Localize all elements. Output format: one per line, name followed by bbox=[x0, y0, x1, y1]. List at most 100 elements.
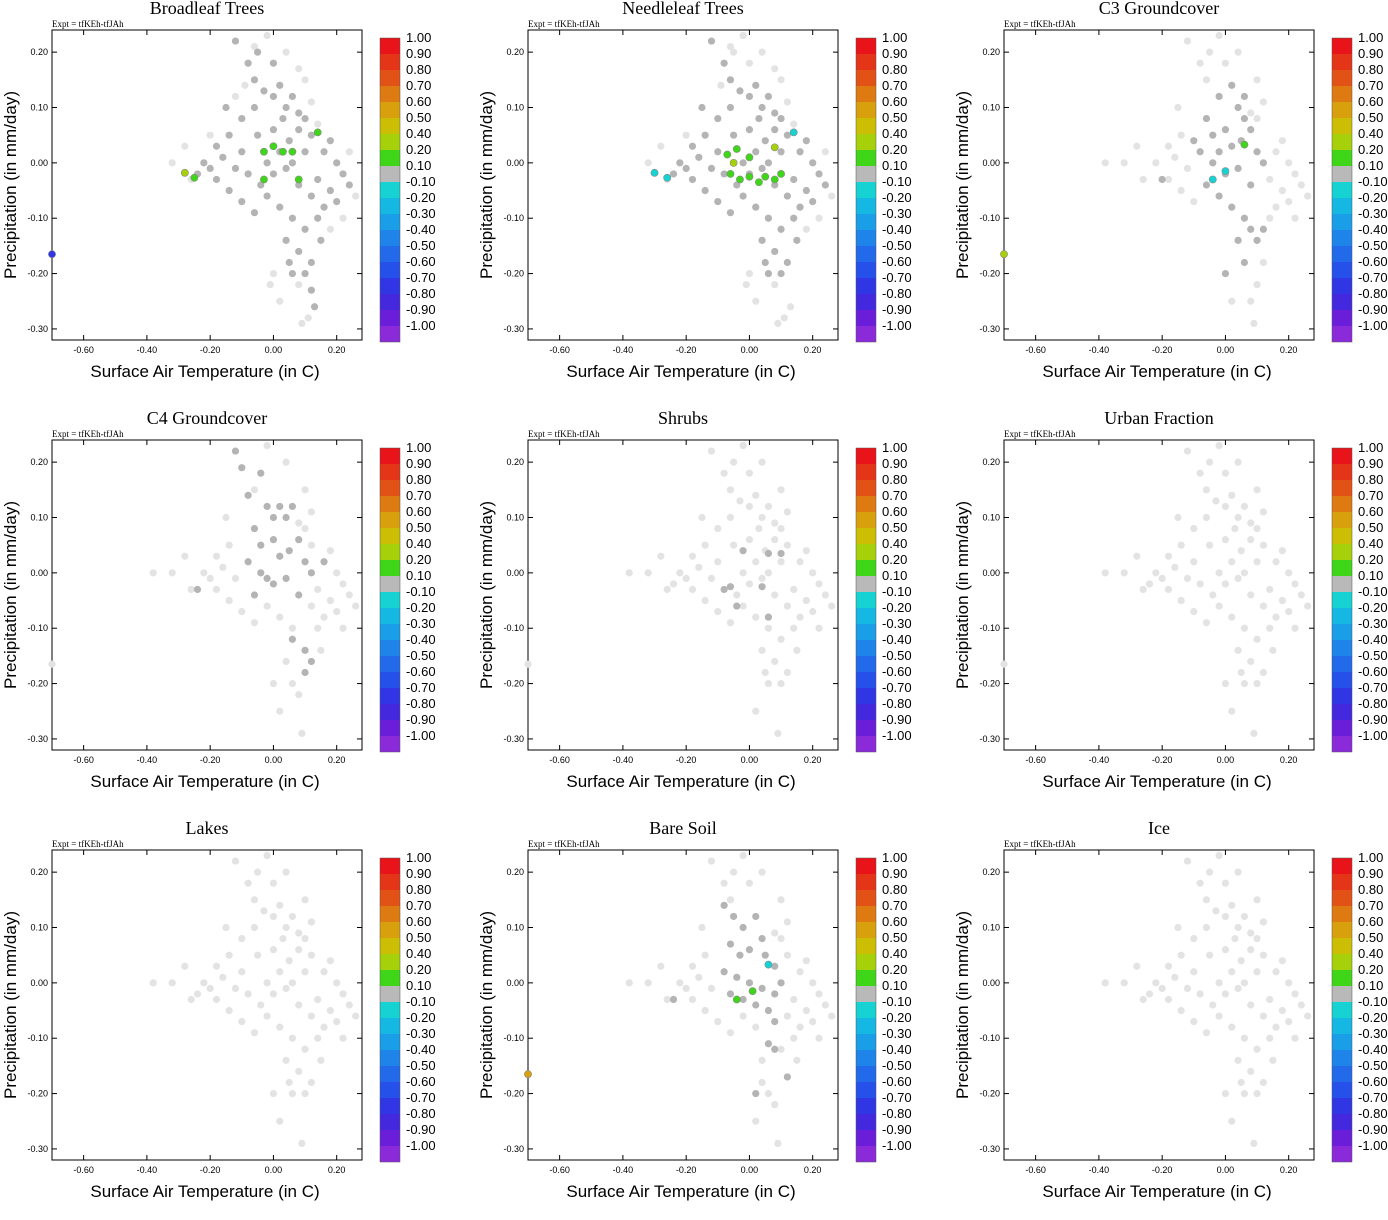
data-point-gray bbox=[1240, 258, 1249, 267]
colorbar-swatch bbox=[856, 624, 876, 640]
colorbar-label: -1.00 bbox=[406, 728, 436, 743]
data-point-light bbox=[764, 569, 773, 577]
data-point-light bbox=[1177, 131, 1185, 139]
colorbar-swatch bbox=[1332, 134, 1352, 150]
data-point-light bbox=[755, 524, 763, 533]
colorbar-label: 0.20 bbox=[406, 552, 431, 567]
data-point-light bbox=[707, 574, 716, 582]
data-point-light bbox=[1266, 1034, 1274, 1042]
data-point-gray bbox=[764, 1006, 773, 1015]
data-point-gray bbox=[225, 186, 233, 195]
colorbar-swatch bbox=[380, 906, 400, 922]
data-point-light bbox=[263, 851, 271, 860]
x-tick-label: -0.40 bbox=[613, 345, 634, 355]
data-point-light bbox=[1202, 1029, 1211, 1037]
data-point-light bbox=[714, 524, 722, 533]
colorbar-swatch bbox=[380, 1082, 400, 1098]
data-point-light bbox=[1177, 186, 1185, 195]
data-point-light bbox=[1231, 934, 1239, 943]
colorbar-swatch bbox=[856, 512, 876, 528]
data-point-light bbox=[752, 1023, 760, 1031]
colorbar-label: 0.50 bbox=[406, 110, 431, 125]
data-point-gray bbox=[320, 203, 328, 211]
y-tick-label: -0.20 bbox=[503, 269, 524, 279]
data-point-gray bbox=[688, 175, 697, 184]
data-point-gray bbox=[1228, 142, 1236, 150]
data-point-light bbox=[764, 502, 773, 511]
x-axis-label: Surface Air Temperature (in C) bbox=[566, 362, 795, 381]
x-tick-label: 0.20 bbox=[1280, 755, 1298, 765]
colorbar-swatch bbox=[380, 326, 400, 342]
colorbar-swatch bbox=[1332, 858, 1352, 874]
data-point-light bbox=[758, 458, 766, 466]
data-point-gray bbox=[714, 148, 722, 156]
colorbar-label: 0.40 bbox=[882, 946, 907, 961]
data-point-light bbox=[1291, 990, 1299, 998]
data-point-light bbox=[225, 596, 233, 605]
colorbar-swatch bbox=[1332, 198, 1352, 214]
colorbar-label: 0.40 bbox=[406, 946, 431, 961]
data-point-gray bbox=[752, 912, 760, 921]
data-point-gray bbox=[1247, 126, 1255, 134]
colorbar-swatch bbox=[856, 560, 876, 576]
colorbar-swatch bbox=[380, 262, 400, 278]
colorbar-swatch bbox=[380, 1002, 400, 1018]
data-point-light bbox=[796, 1023, 804, 1031]
colorbar-label: 0.70 bbox=[1358, 898, 1383, 913]
colorbar-label: -0.10 bbox=[406, 994, 436, 1009]
colorbar-label: -1.00 bbox=[1358, 318, 1388, 333]
data-point-light bbox=[1266, 175, 1274, 184]
data-point-light bbox=[1253, 679, 1261, 688]
data-point-light bbox=[1215, 441, 1223, 450]
x-axis-label: Surface Air Temperature (in C) bbox=[90, 362, 319, 381]
data-point-light bbox=[688, 995, 697, 1004]
data-point-light bbox=[301, 76, 309, 84]
data-point-light bbox=[828, 1012, 836, 1020]
data-point-light bbox=[1304, 192, 1312, 200]
data-point-gray bbox=[285, 137, 293, 145]
data-point-gray bbox=[307, 569, 315, 577]
x-tick-label: -0.40 bbox=[613, 1165, 634, 1175]
data-point-light bbox=[644, 979, 652, 987]
data-point-light bbox=[326, 596, 334, 605]
colorbar-label: -0.90 bbox=[406, 1122, 436, 1137]
colorbar-swatch bbox=[1332, 448, 1352, 464]
data-point-light bbox=[168, 159, 176, 167]
colorbar-label: -0.50 bbox=[1358, 1058, 1388, 1073]
colorbar-swatch bbox=[380, 198, 400, 214]
points-layer bbox=[524, 851, 836, 1147]
data-point-gray bbox=[314, 175, 322, 184]
colorbar-swatch bbox=[856, 922, 876, 938]
colorbar-swatch bbox=[1332, 704, 1352, 720]
data-point-gray bbox=[326, 186, 334, 195]
data-point-light bbox=[828, 192, 836, 200]
x-tick-label: 0.20 bbox=[804, 755, 822, 765]
data-point-gray bbox=[809, 159, 817, 167]
colorbar-label: -0.60 bbox=[406, 1074, 436, 1089]
colorbar-label: -0.60 bbox=[882, 664, 912, 679]
data-point-light bbox=[307, 541, 315, 549]
x-tick-label: -0.20 bbox=[200, 345, 221, 355]
colorbar-swatch bbox=[856, 278, 876, 294]
data-point-gray bbox=[276, 552, 284, 560]
data-point-gray bbox=[1228, 203, 1236, 211]
data-point-colored bbox=[650, 168, 659, 177]
data-point-gray bbox=[238, 148, 246, 156]
y-axis-label: Precipitation (in mm/day) bbox=[953, 91, 972, 279]
data-point-light bbox=[758, 48, 766, 56]
colorbar-swatch bbox=[380, 464, 400, 480]
colorbar-swatch bbox=[856, 858, 876, 874]
data-point-light bbox=[663, 995, 671, 1004]
data-point-light bbox=[250, 619, 259, 627]
data-point-light bbox=[777, 524, 785, 533]
colorbar-label: 0.60 bbox=[406, 914, 431, 929]
data-point-light bbox=[276, 901, 284, 909]
colorbar-swatch bbox=[1332, 166, 1352, 182]
data-point-gray bbox=[238, 198, 246, 206]
colorbar-label: -0.60 bbox=[1358, 1074, 1388, 1089]
data-point-gray bbox=[821, 181, 829, 189]
colorbar-label: -0.60 bbox=[882, 254, 912, 269]
data-point-gray bbox=[231, 37, 240, 45]
x-tick-label: -0.60 bbox=[549, 1165, 570, 1175]
